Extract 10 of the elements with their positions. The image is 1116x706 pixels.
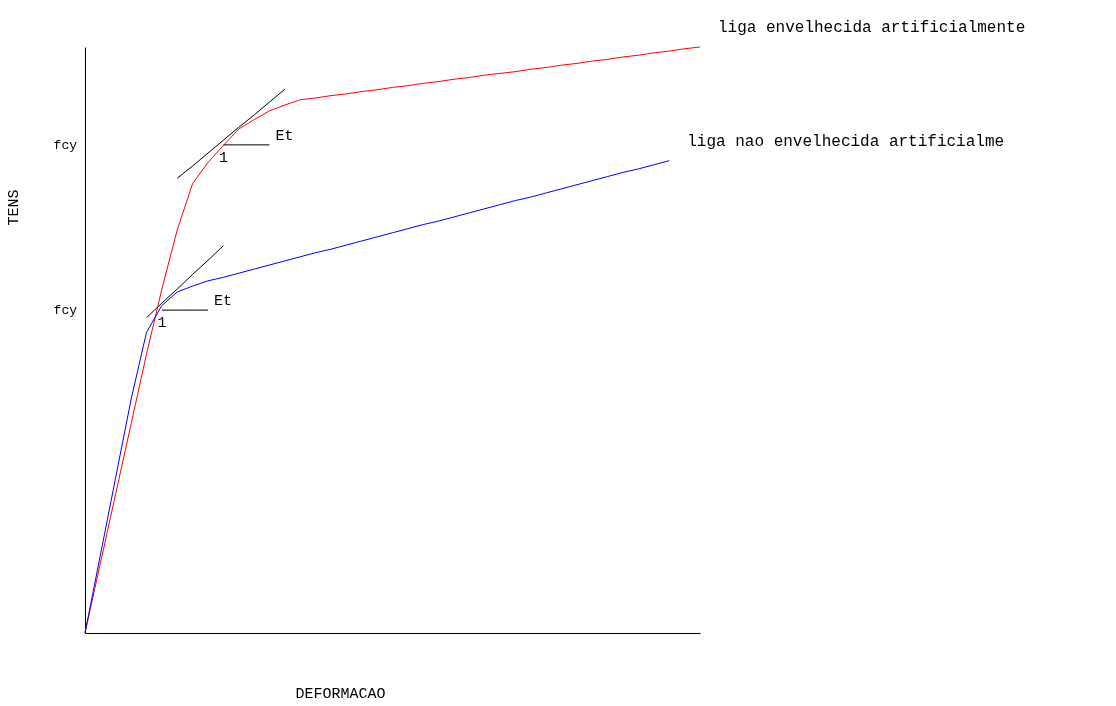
annotation: Et [214, 293, 233, 311]
y-axis-title: TENS [5, 189, 23, 226]
series-label: liga envelhecida artificialmente [718, 19, 1026, 37]
text: fcy [53, 303, 78, 319]
annotation: Et [275, 127, 294, 145]
series-label: liga nao envelhecida artificialme [687, 132, 1005, 151]
annotation: 1 [157, 315, 167, 333]
x-axis-title: DEFORMACAO [295, 685, 386, 703]
text: fcy [53, 137, 78, 153]
annotation: 1 [218, 149, 228, 167]
